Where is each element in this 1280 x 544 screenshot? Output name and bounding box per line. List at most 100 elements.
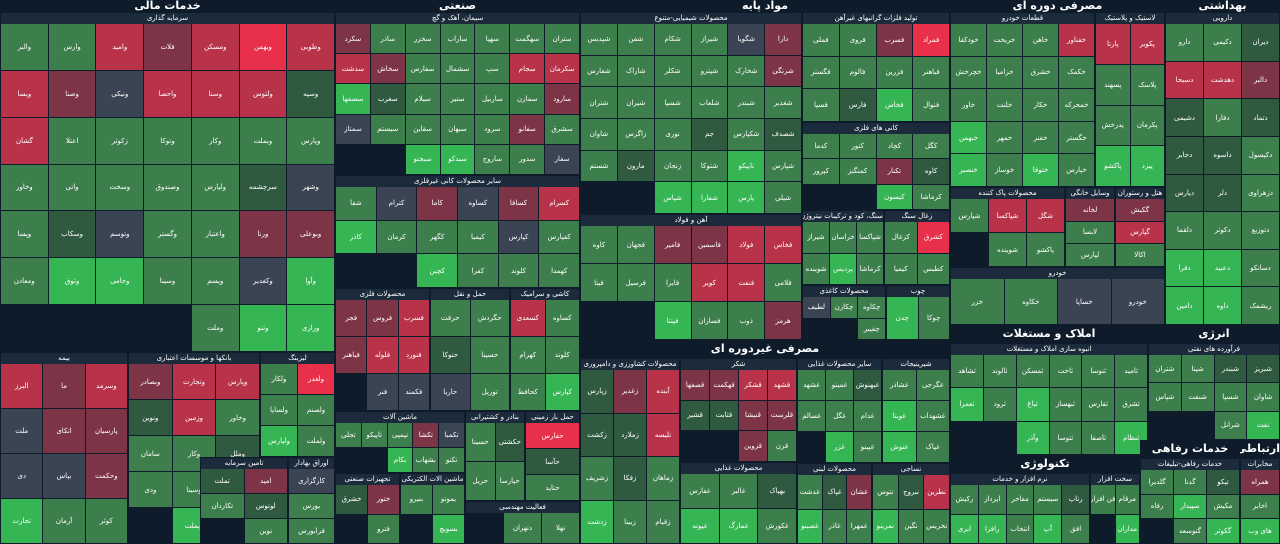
stock-tile[interactable]: شپدیس <box>581 24 617 55</box>
stock-tile[interactable]: پارتا <box>1096 24 1130 64</box>
stock-tile[interactable]: فجر <box>336 300 367 336</box>
stock-tile[interactable]: خزر <box>951 279 1004 324</box>
stock-tile[interactable]: قشهد <box>768 370 796 400</box>
stock-tile[interactable]: خفنر <box>1023 121 1058 154</box>
stock-tile[interactable]: قرن <box>768 431 796 461</box>
stock-tile[interactable]: کپرور <box>803 159 839 184</box>
stock-tile[interactable]: وزمین <box>172 400 216 435</box>
stock-tile[interactable]: شاوان <box>581 118 617 150</box>
stock-tile[interactable]: شخارک <box>728 55 765 87</box>
stock-tile[interactable]: واعتبار <box>191 211 239 258</box>
stock-tile[interactable]: فایرا <box>654 264 691 301</box>
stock-tile[interactable]: حکشتی <box>495 423 524 461</box>
stock-tile[interactable]: ورازی <box>287 305 334 351</box>
stock-tile[interactable]: کساوه <box>458 187 498 220</box>
stock-tile[interactable]: بورس <box>289 494 334 518</box>
stock-tile[interactable]: چفیبر <box>858 318 885 339</box>
stock-tile[interactable]: خکمک <box>1059 56 1094 89</box>
stock-tile[interactable]: حفارس <box>526 423 579 448</box>
stock-tile[interactable]: ولملت <box>298 426 334 456</box>
stock-tile[interactable]: سمتاز <box>336 114 370 144</box>
stock-tile[interactable]: خاور <box>951 89 986 121</box>
stock-tile[interactable]: گتوسعه <box>1174 519 1206 543</box>
stock-tile[interactable]: کوثر <box>85 499 127 543</box>
stock-tile[interactable]: اعتلا <box>48 117 96 164</box>
stock-tile[interactable]: کنور <box>839 134 876 159</box>
stock-tile[interactable]: وپارس <box>287 117 334 164</box>
stock-tile[interactable]: شغدیر <box>765 87 801 118</box>
stock-tile[interactable]: کلوند <box>498 254 539 287</box>
stock-tile[interactable]: کیمیا <box>458 220 498 254</box>
stock-tile[interactable]: کاذر <box>336 220 376 254</box>
stock-tile[interactable]: سارود <box>545 84 579 114</box>
stock-tile[interactable]: غپینو <box>854 432 881 462</box>
stock-tile[interactable]: غپاک <box>916 432 949 462</box>
stock-tile[interactable]: نگین <box>898 509 924 543</box>
stock-tile[interactable]: حاریا <box>431 374 470 410</box>
stock-tile[interactable]: خاهن <box>1023 24 1058 56</box>
stock-tile[interactable]: حگردش <box>470 300 509 336</box>
stock-tile[interactable]: سرچشمه <box>239 164 287 211</box>
stock-tile[interactable]: گدنا <box>1174 470 1206 494</box>
stock-tile[interactable]: ثامید <box>1115 355 1147 388</box>
stock-tile[interactable]: حتاید <box>526 475 579 500</box>
stock-tile[interactable]: ریشمک <box>1242 287 1279 324</box>
stock-tile[interactable]: قهکمت <box>710 370 738 400</box>
stock-tile[interactable]: خچرخش <box>951 56 986 89</box>
stock-tile[interactable]: غدام <box>854 401 881 431</box>
stock-tile[interactable]: خبهمن <box>951 121 986 154</box>
stock-tile[interactable]: وپسا <box>1 211 48 258</box>
stock-tile[interactable]: سقاین <box>405 114 440 144</box>
stock-tile[interactable]: خودکفا <box>951 24 986 56</box>
stock-tile[interactable]: ساروج <box>475 144 510 174</box>
stock-tile[interactable]: حریل <box>466 462 495 500</box>
stock-tile[interactable]: حتوکا <box>431 337 470 373</box>
stock-tile[interactable]: شتوکا <box>691 150 728 182</box>
stock-tile[interactable]: سیستم <box>1034 485 1062 514</box>
stock-tile[interactable]: وکار <box>191 117 239 164</box>
stock-tile[interactable]: دی <box>1 454 43 498</box>
stock-tile[interactable]: شبریز <box>1247 355 1279 383</box>
stock-tile[interactable]: سیدکو <box>440 144 475 174</box>
stock-tile[interactable]: ثنوسا <box>1082 355 1115 388</box>
stock-tile[interactable]: ثاخت <box>1049 355 1082 388</box>
stock-tile[interactable]: گکیش <box>1116 199 1164 221</box>
stock-tile[interactable]: ولساپا <box>261 395 297 425</box>
stock-tile[interactable]: دکیمی <box>1204 24 1241 61</box>
stock-tile[interactable]: فامیر <box>654 226 691 263</box>
stock-tile[interactable]: زدشت <box>581 500 613 543</box>
stock-tile[interactable]: پدرخش <box>1096 105 1130 146</box>
stock-tile[interactable]: وآوا <box>287 258 334 305</box>
stock-tile[interactable]: خپارس <box>1059 154 1094 186</box>
stock-tile[interactable]: حسینا <box>466 423 495 461</box>
stock-tile[interactable]: دزهراوی <box>1242 174 1279 212</box>
stock-tile[interactable]: قصفها <box>681 370 709 400</box>
stock-tile[interactable]: غکورش <box>758 509 796 543</box>
stock-tile[interactable]: کارگزاری <box>289 469 334 493</box>
stock-tile[interactable]: لپارس <box>1066 244 1114 266</box>
stock-tile[interactable]: کحافظ <box>511 374 545 410</box>
stock-tile[interactable]: فروی <box>839 24 876 56</box>
stock-tile[interactable]: ولغدر <box>298 364 334 394</box>
stock-tile[interactable]: شبندر <box>728 87 765 118</box>
stock-tile[interactable]: خمحرکه <box>1059 89 1094 121</box>
stock-tile[interactable]: پکویر <box>1130 24 1164 64</box>
stock-tile[interactable]: بسویچ <box>433 514 464 543</box>
stock-tile[interactable]: فباهنر <box>336 337 367 373</box>
stock-tile[interactable]: کساوه <box>545 300 579 336</box>
stock-tile[interactable]: قشکر <box>739 370 767 400</box>
stock-tile[interactable]: پکرمان <box>1130 105 1164 146</box>
stock-tile[interactable]: کگل <box>913 134 949 159</box>
stock-tile[interactable]: فنوال <box>913 89 949 121</box>
stock-tile[interactable]: بکام <box>387 448 413 472</box>
stock-tile[interactable]: مداران <box>1115 514 1139 543</box>
stock-tile[interactable]: دجابر <box>1166 136 1203 174</box>
stock-tile[interactable]: دارا <box>765 24 801 55</box>
stock-tile[interactable]: فنفت <box>728 264 765 301</box>
stock-tile[interactable]: فمراد <box>913 24 949 56</box>
stock-tile[interactable]: دلر <box>1204 174 1241 212</box>
stock-tile[interactable]: سرود <box>475 114 510 144</box>
stock-tile[interactable]: وتجارت <box>172 364 216 399</box>
stock-tile[interactable]: نوین <box>244 519 287 543</box>
stock-tile[interactable]: وسینا <box>144 258 191 305</box>
